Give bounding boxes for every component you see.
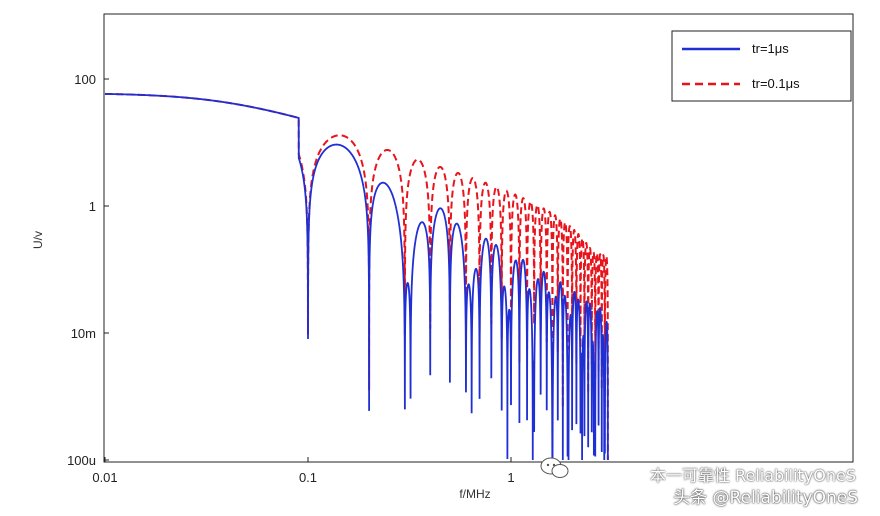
x-tick-label: 0.01 bbox=[92, 470, 117, 485]
x-axis-title: f/MHz bbox=[459, 487, 490, 501]
traces bbox=[104, 92, 609, 461]
watermark-line-2: 头条 @ReliabilityOneS bbox=[673, 488, 858, 508]
legend: tr=1μs tr=0.1μs bbox=[671, 30, 852, 102]
y-axis-title: U/v bbox=[31, 231, 45, 249]
x-tick-label: 0.1 bbox=[299, 470, 317, 485]
y-tick-label: 10m bbox=[71, 326, 96, 341]
y-tick-label: 1 bbox=[89, 199, 96, 214]
series-line-tr-1us bbox=[104, 93, 609, 461]
plot-frame bbox=[103, 13, 854, 463]
y-tick-label: 100 bbox=[74, 72, 96, 87]
wechat-icon bbox=[540, 457, 569, 478]
legend-label-series-1: tr=1μs bbox=[752, 41, 789, 56]
x-tick-label: 1 bbox=[507, 470, 514, 485]
ticks: 0.01 0.1 1 100u 10m 1 100 bbox=[67, 72, 515, 485]
y-tick-label: 100u bbox=[67, 453, 96, 468]
legend-box bbox=[671, 30, 852, 102]
watermark-line-1: 本一可靠性 ReliabilityOneS bbox=[650, 466, 856, 485]
legend-label-series-2: tr=0.1μs bbox=[752, 76, 800, 91]
